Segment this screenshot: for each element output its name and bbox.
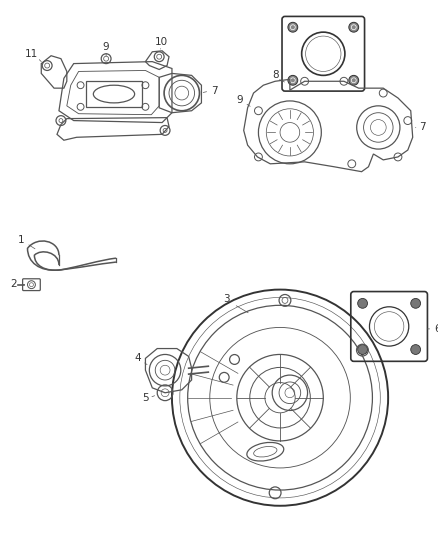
Text: 9: 9 (237, 95, 243, 105)
Text: 10: 10 (155, 37, 168, 47)
Circle shape (358, 298, 367, 308)
Text: 7: 7 (419, 123, 426, 133)
Circle shape (358, 345, 367, 354)
Text: 1: 1 (18, 236, 25, 246)
Text: 2: 2 (11, 279, 17, 289)
Circle shape (349, 75, 359, 85)
Text: 8: 8 (272, 70, 279, 80)
Circle shape (349, 22, 359, 32)
Text: 4: 4 (134, 353, 141, 364)
Circle shape (411, 345, 420, 354)
Circle shape (288, 75, 298, 85)
Text: 3: 3 (223, 294, 230, 304)
Circle shape (288, 22, 298, 32)
Text: 9: 9 (103, 42, 110, 52)
Text: 7: 7 (211, 86, 218, 96)
Text: 11: 11 (25, 49, 38, 59)
Text: 5: 5 (142, 393, 149, 402)
Text: 6: 6 (434, 324, 438, 334)
Circle shape (411, 298, 420, 308)
